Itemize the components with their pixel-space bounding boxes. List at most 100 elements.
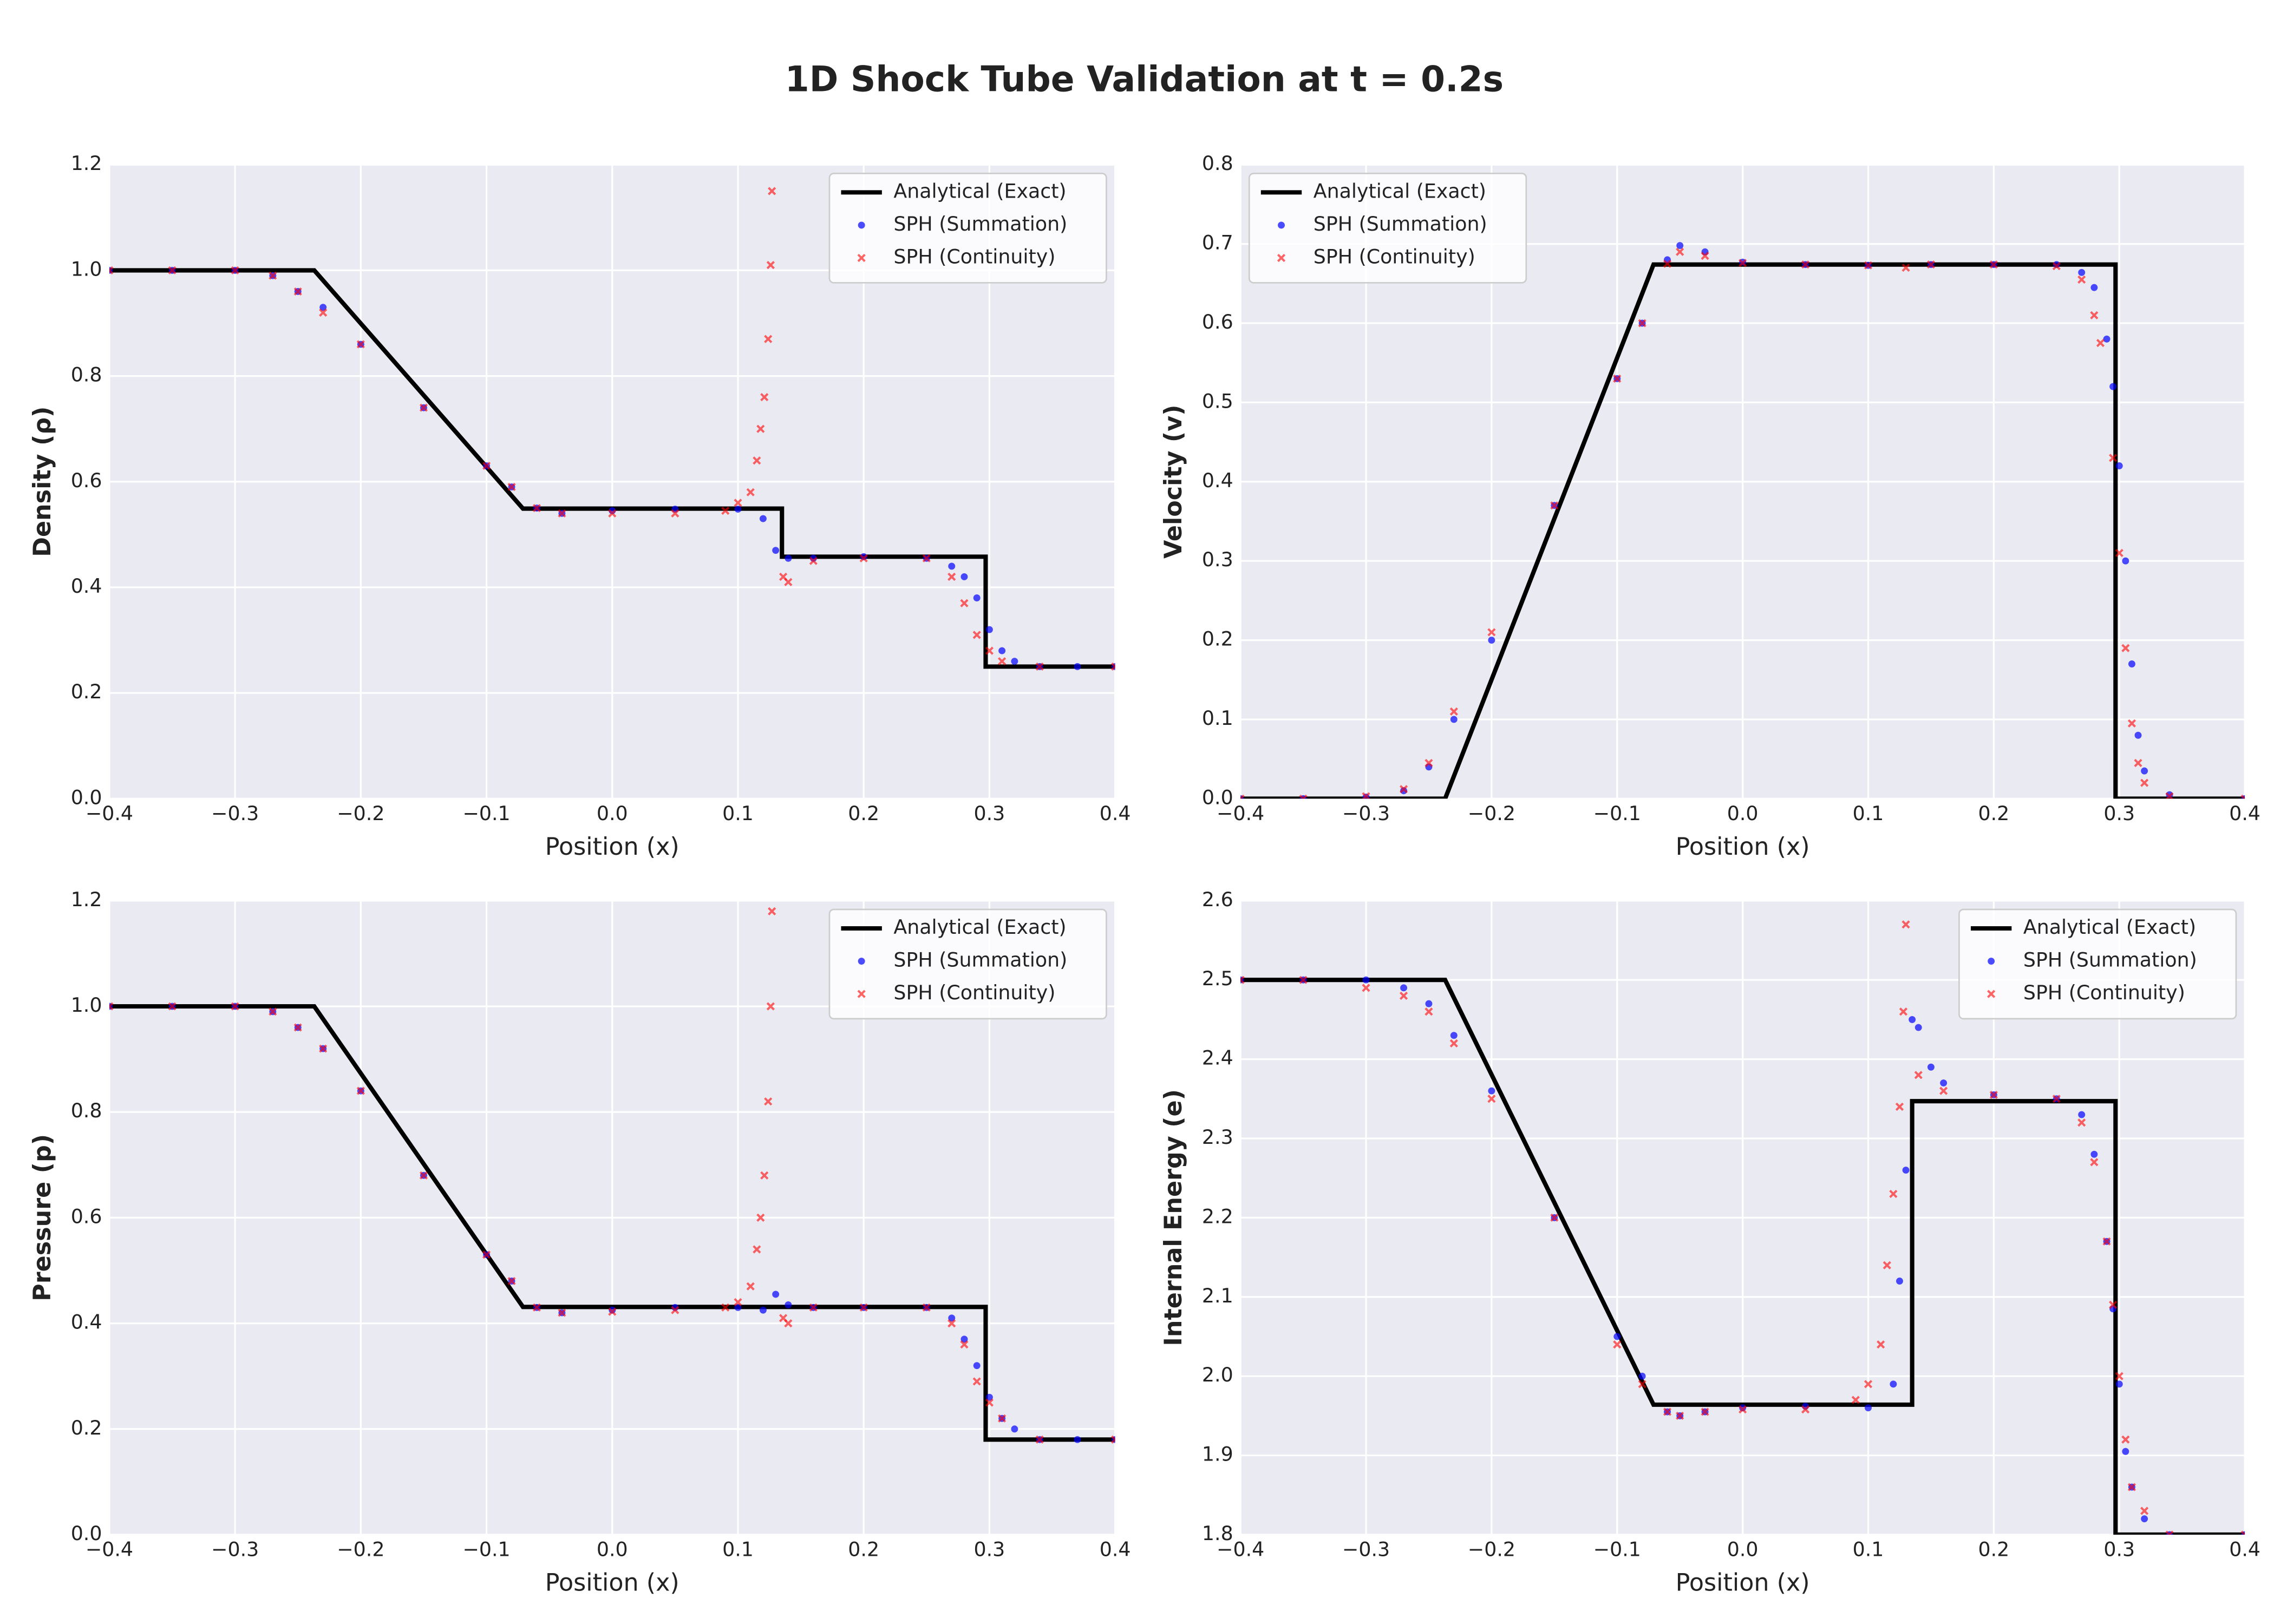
plot-content xyxy=(1240,920,2245,1535)
point xyxy=(998,657,1007,666)
y-tick-label: 2.4 xyxy=(1202,1046,1233,1070)
point xyxy=(721,506,730,515)
legend: Analytical (Exact) SPH (Summation) SPH (Co… xyxy=(1248,173,1527,284)
point xyxy=(948,562,956,570)
point xyxy=(972,631,981,639)
x-tick-label: −0.4 xyxy=(1217,1538,1264,1561)
point xyxy=(1739,1405,1747,1414)
point xyxy=(859,1303,868,1312)
point xyxy=(809,1303,818,1312)
point xyxy=(2240,794,2245,799)
x-tick-label: 0.3 xyxy=(2103,1538,2135,1561)
point xyxy=(948,572,956,581)
point xyxy=(482,461,491,470)
legend-label: SPH (Continuity) xyxy=(893,981,1055,1004)
point xyxy=(1899,1007,1908,1016)
point xyxy=(2134,758,2142,768)
point xyxy=(2115,548,2123,558)
x-tick-label: 0.2 xyxy=(1978,1538,2009,1561)
y-tick-label: 2.0 xyxy=(1202,1363,1233,1386)
point xyxy=(2109,454,2118,462)
point xyxy=(860,553,867,560)
y-tick-label: 0.2 xyxy=(71,1416,102,1439)
legend-box xyxy=(828,908,1107,1020)
y-tick-label: 2.2 xyxy=(1202,1204,1233,1228)
point xyxy=(1865,1404,1872,1412)
legend-label: SPH (Continuity) xyxy=(2023,981,2185,1004)
point xyxy=(784,578,793,586)
point xyxy=(2127,719,2136,728)
point xyxy=(608,1307,617,1316)
point xyxy=(2103,335,2110,343)
y-tick-label: 0.6 xyxy=(1202,310,1233,333)
point xyxy=(1450,716,1458,723)
point xyxy=(671,509,679,518)
point xyxy=(1240,794,1245,799)
point xyxy=(1035,1435,1044,1444)
point xyxy=(1011,1425,1018,1433)
point xyxy=(1424,758,1433,768)
legend-box xyxy=(1248,173,1527,284)
x-tick-label: 0.1 xyxy=(722,1538,754,1561)
point xyxy=(973,594,981,601)
point xyxy=(1890,1380,1897,1388)
point xyxy=(1425,1000,1433,1007)
point xyxy=(2090,311,2099,319)
point xyxy=(734,506,742,513)
point xyxy=(1989,1090,1998,1099)
point xyxy=(231,266,239,275)
legend-label: Analytical (Exact) xyxy=(893,915,1066,939)
point xyxy=(1550,501,1559,510)
point xyxy=(2140,778,2149,787)
point xyxy=(532,1303,541,1312)
point xyxy=(972,1377,981,1386)
point xyxy=(532,503,541,513)
point xyxy=(1638,1372,1646,1380)
y-tick-label: 0.7 xyxy=(1202,231,1233,254)
point xyxy=(231,1002,239,1011)
point xyxy=(1914,1071,1923,1079)
point xyxy=(1701,251,1709,260)
point xyxy=(2090,1158,2099,1167)
point xyxy=(1676,242,1684,250)
point xyxy=(857,990,866,998)
analytical-line xyxy=(1240,978,2245,1535)
point xyxy=(293,287,302,296)
point xyxy=(507,1276,516,1286)
y-tick-label: 1.2 xyxy=(71,152,102,175)
point xyxy=(760,393,769,402)
y-tick-label: 1.0 xyxy=(71,993,102,1017)
point xyxy=(756,1213,765,1222)
point xyxy=(1864,261,1873,270)
x-tick-label: −0.2 xyxy=(1468,1538,1515,1561)
y-tick-label: 0.2 xyxy=(71,680,102,703)
point xyxy=(960,573,968,580)
point xyxy=(766,261,775,270)
point xyxy=(753,1245,761,1254)
point xyxy=(1638,319,1646,328)
point xyxy=(2121,1435,2130,1444)
point xyxy=(1277,253,1286,263)
y-tick-label: 1.9 xyxy=(1202,1443,1233,1466)
point xyxy=(1449,707,1458,716)
point xyxy=(1299,975,1308,984)
x-tick-label: −0.4 xyxy=(86,1538,133,1561)
point xyxy=(721,1303,730,1312)
point xyxy=(1851,1396,1860,1404)
point xyxy=(1362,984,1370,992)
point xyxy=(1896,1278,1903,1285)
y-tick-label: 0.3 xyxy=(1202,548,1233,571)
x-axis-label: Position (x) xyxy=(1676,1569,1810,1597)
point xyxy=(1902,1167,1910,1174)
point xyxy=(973,1362,981,1370)
y-tick-label: 0.8 xyxy=(1202,152,1233,175)
y-tick-label: 0.4 xyxy=(1202,469,1233,492)
point xyxy=(785,1301,792,1308)
point xyxy=(960,1340,969,1349)
point xyxy=(768,907,776,915)
point xyxy=(1895,1102,1904,1111)
x-tick-label: 0.1 xyxy=(1853,1538,1884,1561)
point xyxy=(1424,1007,1433,1016)
point xyxy=(1110,1435,1115,1444)
x-tick-label: 0.2 xyxy=(1978,802,2009,825)
